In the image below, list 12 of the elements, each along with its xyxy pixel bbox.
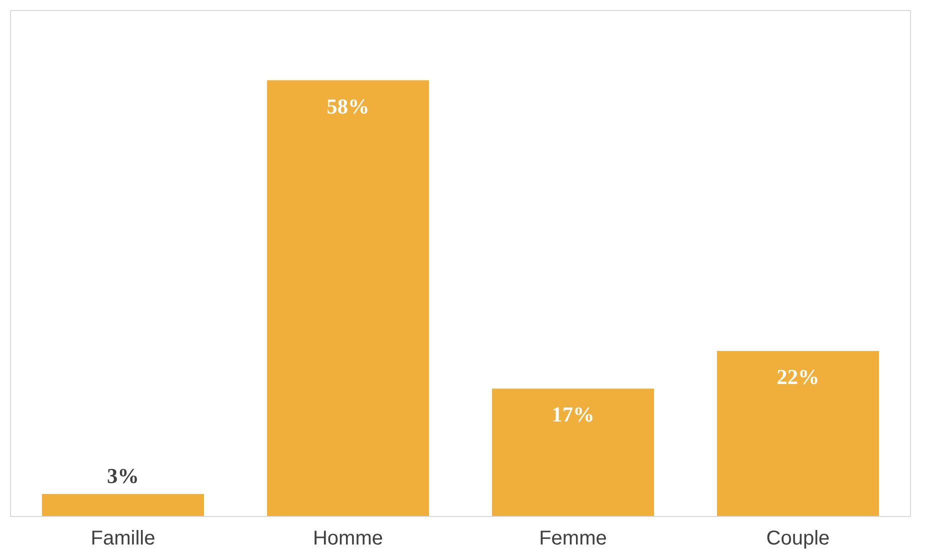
data-label: 3%	[107, 464, 140, 488]
x-tick-label: Famille	[90, 528, 156, 550]
bar	[42, 494, 204, 516]
bar	[717, 351, 879, 516]
data-label: 58%	[326, 94, 370, 118]
bar	[267, 80, 429, 516]
x-tick-label: Homme	[312, 528, 384, 550]
x-tick-label: Couple	[766, 528, 830, 550]
x-tick-label: Femme	[539, 528, 607, 550]
data-label: 17%	[552, 402, 594, 427]
bar	[492, 388, 654, 516]
data-label: 22%	[776, 365, 820, 390]
